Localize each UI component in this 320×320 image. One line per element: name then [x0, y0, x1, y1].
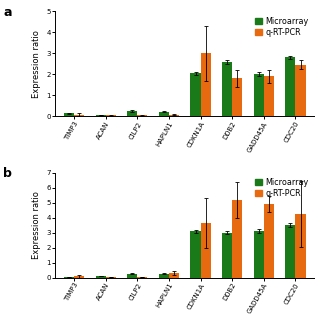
- Bar: [137, 277, 148, 278]
- Bar: [169, 115, 179, 116]
- Bar: [127, 111, 137, 116]
- Y-axis label: Expression ratio: Expression ratio: [32, 30, 41, 98]
- Bar: [106, 277, 116, 278]
- Bar: [190, 231, 201, 278]
- Bar: [232, 200, 242, 278]
- Bar: [201, 53, 211, 116]
- Bar: [96, 115, 106, 116]
- Bar: [127, 274, 137, 278]
- Bar: [64, 277, 74, 278]
- Bar: [254, 231, 264, 278]
- Bar: [74, 276, 84, 278]
- Bar: [254, 74, 264, 116]
- Bar: [222, 62, 232, 116]
- Bar: [222, 233, 232, 278]
- Bar: [159, 112, 169, 116]
- Bar: [96, 276, 106, 278]
- Legend: Microarray, q-RT-PCR: Microarray, q-RT-PCR: [253, 177, 310, 200]
- Bar: [201, 223, 211, 278]
- Bar: [295, 214, 306, 278]
- Y-axis label: Expression ratio: Expression ratio: [32, 191, 41, 259]
- Bar: [285, 225, 295, 278]
- Bar: [169, 273, 179, 278]
- Bar: [137, 115, 148, 116]
- Bar: [74, 115, 84, 116]
- Text: b: b: [3, 167, 12, 180]
- Bar: [285, 57, 295, 116]
- Bar: [190, 73, 201, 116]
- Bar: [295, 65, 306, 116]
- Bar: [159, 274, 169, 278]
- Bar: [264, 204, 274, 278]
- Bar: [264, 76, 274, 116]
- Legend: Microarray, q-RT-PCR: Microarray, q-RT-PCR: [253, 15, 310, 38]
- Text: a: a: [3, 6, 12, 19]
- Bar: [64, 113, 74, 116]
- Bar: [232, 78, 242, 116]
